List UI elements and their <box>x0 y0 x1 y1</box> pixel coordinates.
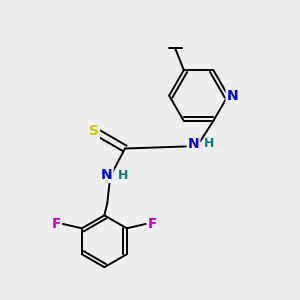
Text: H: H <box>204 137 215 150</box>
Text: N: N <box>101 168 112 182</box>
Text: F: F <box>148 217 157 231</box>
Text: H: H <box>117 169 128 182</box>
Text: N: N <box>188 137 200 151</box>
Text: S: S <box>89 124 99 138</box>
Text: F: F <box>52 217 61 231</box>
Text: N: N <box>226 88 238 103</box>
